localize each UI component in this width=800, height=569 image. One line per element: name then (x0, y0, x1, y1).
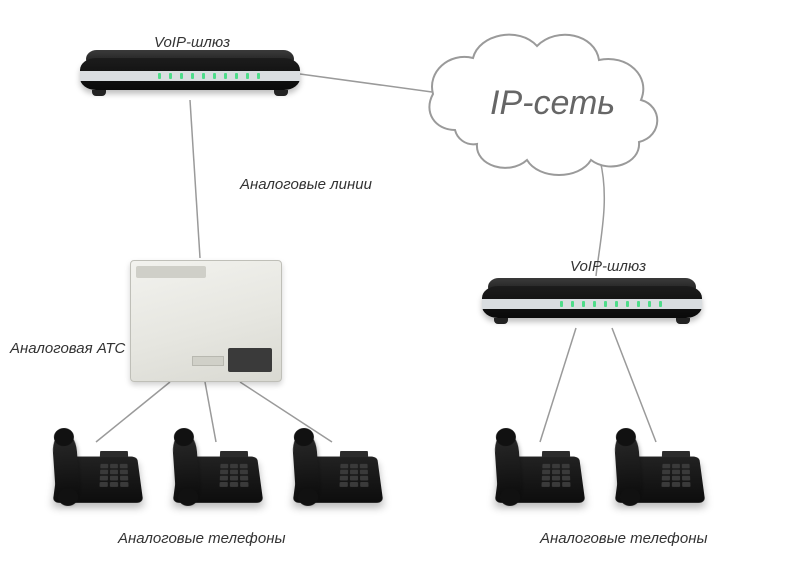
label-gateway-right: VoIP-шлюз (570, 258, 646, 275)
edge-gateway-pbx (190, 100, 200, 258)
edge-gw2-phone1 (540, 328, 576, 442)
gateway-leds-icon (158, 73, 260, 79)
label-phones-left: Аналоговые телефоны (118, 530, 286, 547)
gateway-leds-icon (560, 301, 662, 307)
edge-gateway-cloud (300, 74, 432, 92)
cloud-label: IP-сеть (490, 84, 615, 123)
edge-pbx-phone1 (96, 382, 170, 442)
analog-pbx (130, 260, 280, 380)
label-pbx: Аналоговая АТС (10, 340, 125, 357)
label-analog-lines: Аналоговые линии (240, 176, 372, 193)
edge-pbx-phone2 (205, 382, 216, 442)
diagram-stage: { "type": "network-diagram", "canvas": {… (0, 0, 800, 569)
edge-pbx-phone3 (240, 382, 332, 442)
edge-gw2-phone2 (612, 328, 656, 442)
voip-gateway-left (80, 50, 300, 98)
label-gateway-left: VoIP-шлюз (154, 34, 230, 51)
voip-gateway-right (482, 278, 702, 326)
label-phones-right: Аналоговые телефоны (540, 530, 708, 547)
